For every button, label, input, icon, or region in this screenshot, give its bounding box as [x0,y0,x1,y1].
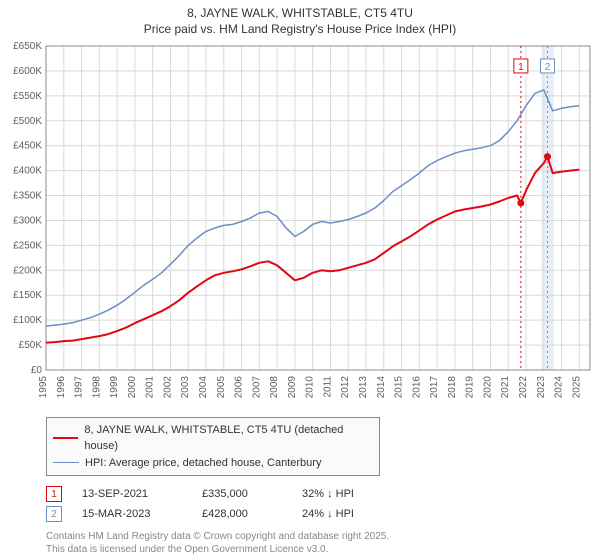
svg-text:2019: 2019 [465,376,476,399]
svg-text:2016: 2016 [411,376,422,399]
title-line2: Price paid vs. HM Land Registry's House … [0,22,600,38]
sale-marker-2: 2 [46,506,62,522]
svg-text:2001: 2001 [145,376,156,399]
svg-text:£400K: £400K [13,166,42,177]
sale-date-2: 15-MAR-2023 [82,508,182,520]
svg-text:£150K: £150K [13,290,42,301]
svg-text:£300K: £300K [13,215,42,226]
chart-container: 8, JAYNE WALK, WHITSTABLE, CT5 4TU Price… [0,0,600,560]
svg-text:2020: 2020 [482,376,493,399]
svg-text:£550K: £550K [13,91,42,102]
sales-table: 1 13-SEP-2021 £335,000 32% ↓ HPI 2 15-MA… [46,484,590,524]
svg-text:1: 1 [518,62,524,73]
svg-text:1995: 1995 [38,376,49,399]
svg-text:£450K: £450K [13,141,42,152]
svg-text:2014: 2014 [376,376,387,399]
svg-text:2022: 2022 [518,376,529,399]
copyright-line2: This data is licensed under the Open Gov… [46,543,590,556]
svg-text:2002: 2002 [162,376,173,399]
svg-text:2000: 2000 [127,376,138,399]
chart-title: 8, JAYNE WALK, WHITSTABLE, CT5 4TU Price… [0,0,600,37]
svg-text:2003: 2003 [180,376,191,399]
svg-text:2013: 2013 [358,376,369,399]
svg-text:£650K: £650K [13,41,42,52]
legend-swatch-property [53,437,78,439]
svg-text:£200K: £200K [13,265,42,276]
svg-text:2010: 2010 [305,376,316,399]
sale-pct-1: 32% ↓ HPI [302,488,422,500]
chart-area: £0 £50K £100K £150K £200K £250K £300K £350K £400… [0,40,600,430]
svg-text:2024: 2024 [554,376,565,399]
copyright: Contains HM Land Registry data © Crown c… [46,530,590,556]
svg-text:£0: £0 [31,365,43,376]
chart-svg: £0 £50K £100K £150K £200K £250K £300K £350K £400… [0,40,600,430]
footer: 8, JAYNE WALK, WHITSTABLE, CT5 4TU (deta… [46,417,590,557]
svg-text:2004: 2004 [198,376,209,399]
sale-date-1: 13-SEP-2021 [82,488,182,500]
svg-text:2009: 2009 [287,376,298,399]
svg-text:2006: 2006 [234,376,245,399]
sale-price-2: £428,000 [202,508,282,520]
sale-price-1: £335,000 [202,488,282,500]
svg-text:£500K: £500K [13,116,42,127]
legend-label-property: 8, JAYNE WALK, WHITSTABLE, CT5 4TU (deta… [84,422,373,455]
svg-text:1999: 1999 [109,376,120,399]
sale-row-1: 1 13-SEP-2021 £335,000 32% ↓ HPI [46,484,590,504]
svg-text:2005: 2005 [216,376,227,399]
svg-text:2018: 2018 [447,376,458,399]
svg-text:£50K: £50K [19,340,43,351]
svg-text:£350K: £350K [13,191,42,202]
svg-text:2015: 2015 [394,376,405,399]
legend-row-property: 8, JAYNE WALK, WHITSTABLE, CT5 4TU (deta… [53,422,373,455]
svg-text:2012: 2012 [340,376,351,399]
svg-text:2017: 2017 [429,376,440,399]
sale-marker-1: 1 [46,486,62,502]
legend-swatch-hpi [53,462,79,463]
svg-text:2: 2 [545,62,551,73]
svg-text:2023: 2023 [536,376,547,399]
svg-text:2025: 2025 [571,376,582,399]
svg-text:2011: 2011 [322,376,333,398]
copyright-line1: Contains HM Land Registry data © Crown c… [46,530,590,543]
svg-text:£100K: £100K [13,315,42,326]
svg-text:2021: 2021 [500,376,511,399]
svg-text:2007: 2007 [251,376,262,399]
svg-text:1997: 1997 [74,376,85,399]
sale-row-2: 2 15-MAR-2023 £428,000 24% ↓ HPI [46,504,590,524]
svg-text:£600K: £600K [13,66,42,77]
legend-label-hpi: HPI: Average price, detached house, Cant… [85,455,321,472]
legend: 8, JAYNE WALK, WHITSTABLE, CT5 4TU (deta… [46,417,380,477]
svg-text:1998: 1998 [91,376,102,399]
svg-text:2008: 2008 [269,376,280,399]
title-line1: 8, JAYNE WALK, WHITSTABLE, CT5 4TU [0,6,600,22]
sale-pct-2: 24% ↓ HPI [302,508,422,520]
svg-text:1996: 1996 [56,376,67,399]
legend-row-hpi: HPI: Average price, detached house, Cant… [53,455,373,472]
svg-text:£250K: £250K [13,240,42,251]
